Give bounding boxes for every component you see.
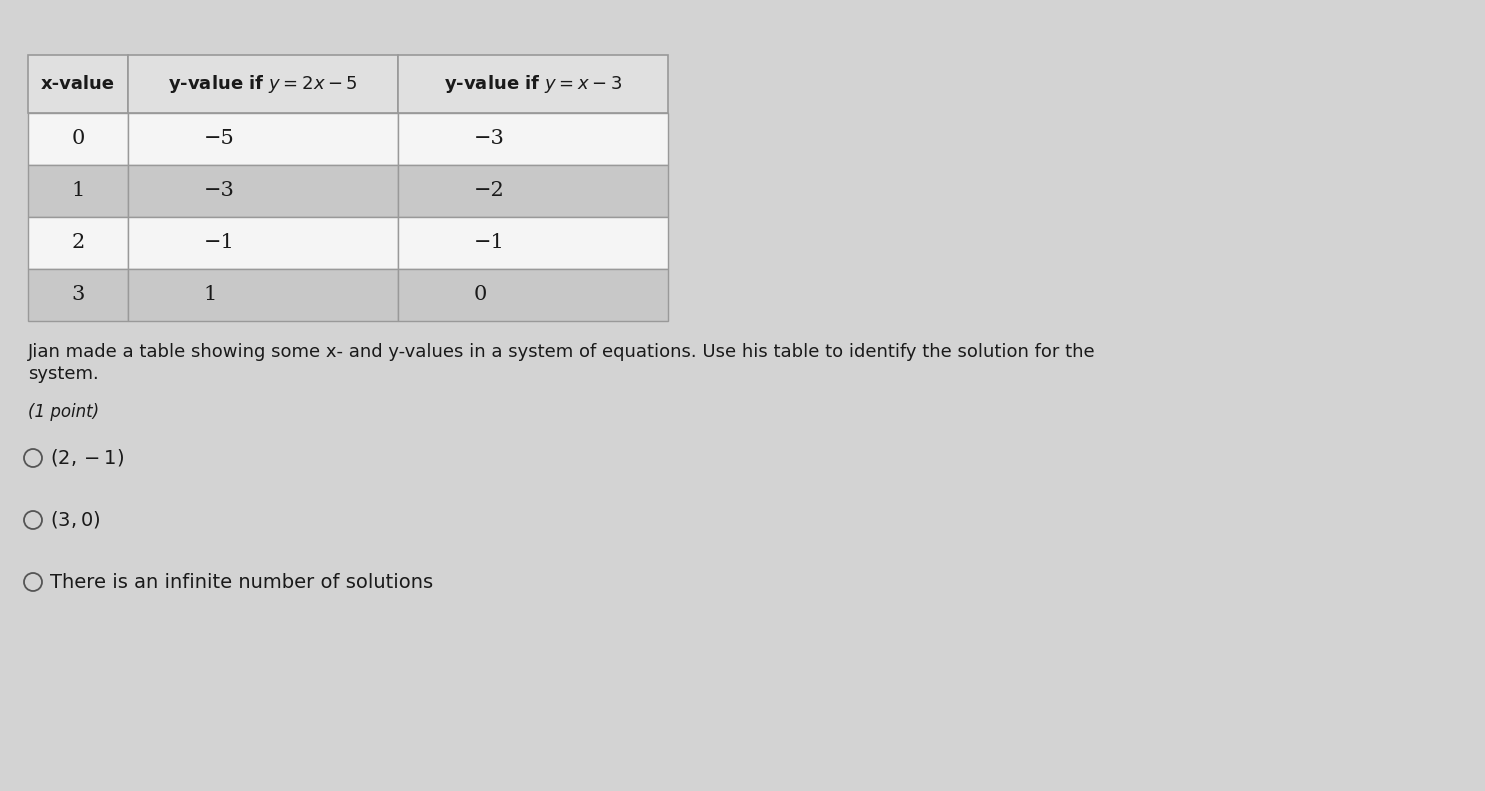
Text: −1: −1 <box>474 233 505 252</box>
Text: 3: 3 <box>71 286 85 305</box>
Bar <box>128 165 398 217</box>
Text: $(2,-1)$: $(2,-1)$ <box>50 448 125 468</box>
Bar <box>28 217 128 269</box>
Bar <box>398 269 668 321</box>
Bar <box>398 55 668 113</box>
Text: $(3, 0)$: $(3, 0)$ <box>50 509 101 531</box>
Bar <box>28 113 128 165</box>
Text: 0: 0 <box>71 130 85 149</box>
Text: Jian made a table showing some x- and y-values in a system of equations. Use his: Jian made a table showing some x- and y-… <box>28 343 1096 361</box>
Text: −5: −5 <box>203 130 235 149</box>
Bar <box>128 55 398 113</box>
Text: −3: −3 <box>203 181 235 200</box>
Bar <box>398 217 668 269</box>
Text: y-value if $y = x - 3$: y-value if $y = x - 3$ <box>444 73 622 95</box>
Bar <box>398 165 668 217</box>
Text: There is an infinite number of solutions: There is an infinite number of solutions <box>50 573 434 592</box>
Text: x-value: x-value <box>42 75 114 93</box>
Text: −2: −2 <box>474 181 505 200</box>
Text: −3: −3 <box>474 130 505 149</box>
Text: (1 point): (1 point) <box>28 403 99 421</box>
Text: 2: 2 <box>71 233 85 252</box>
Bar <box>128 113 398 165</box>
Bar <box>398 113 668 165</box>
Bar <box>28 269 128 321</box>
Bar <box>128 269 398 321</box>
Text: system.: system. <box>28 365 98 383</box>
Text: 0: 0 <box>474 286 487 305</box>
Bar <box>128 217 398 269</box>
Text: y-value if $y = 2x - 5$: y-value if $y = 2x - 5$ <box>168 73 358 95</box>
Text: −1: −1 <box>203 233 235 252</box>
Bar <box>28 55 128 113</box>
Bar <box>28 165 128 217</box>
Text: 1: 1 <box>71 181 85 200</box>
Text: 1: 1 <box>203 286 217 305</box>
